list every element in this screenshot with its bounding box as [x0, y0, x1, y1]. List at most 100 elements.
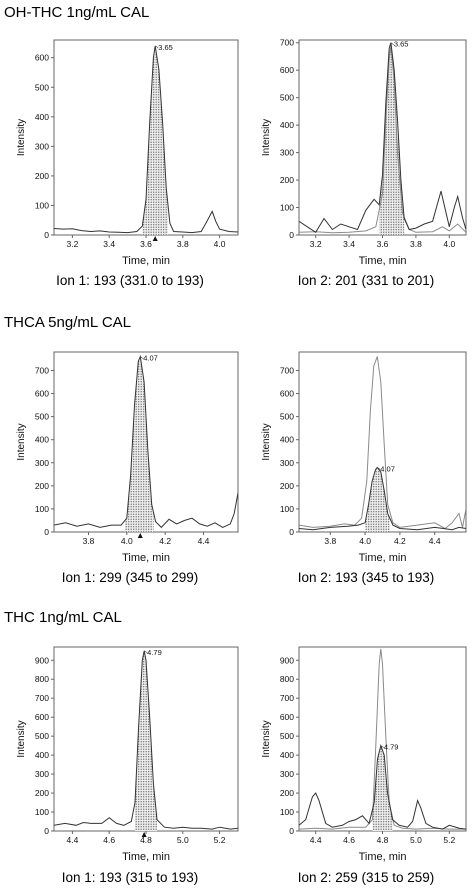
y-tick-label: 0 — [289, 230, 294, 240]
series-line-2 — [299, 648, 466, 830]
peak-rt-label: 4.07 — [143, 354, 158, 363]
x-tick-label: 4.0 — [121, 536, 133, 546]
y-tick-label: 300 — [280, 148, 294, 158]
y-axis-label: Intensity — [261, 720, 272, 757]
x-tick-label: 4.4 — [310, 835, 322, 845]
y-tick-label: 900 — [280, 655, 294, 665]
peak-rt-label: 3.65 — [394, 40, 409, 49]
x-axis-label: Time, min — [359, 552, 407, 564]
plot-area — [54, 354, 238, 532]
chart-oh-thc-ion2: 3.65 3.2 3.4 3.6 3.8 4.0 0 100 200 300 400 500 600 70… — [255, 36, 470, 271]
x-axis-label: Time, min — [122, 255, 170, 267]
x-tick-label: 4.0 — [214, 239, 226, 249]
caption-thc-ion2: Ion 2: 259 (315 to 259) — [297, 870, 435, 885]
peak-label-leader — [155, 45, 159, 49]
chart-thc-ion1: 4.79 4.4 4.6 4.8 5.0 5.2 0 100 200 300 400 500 600 70… — [10, 643, 242, 867]
x-axis-label: Time, min — [359, 255, 407, 267]
y-tick-label: 600 — [280, 712, 294, 722]
y-tick-label: 600 — [35, 389, 49, 399]
peak-label-leader — [390, 42, 395, 45]
series-line-2 — [299, 356, 466, 530]
x-tick-label: 4.2 — [159, 536, 171, 546]
y-tick-label: 100 — [35, 504, 49, 514]
x-tick-label: 4.8 — [377, 835, 389, 845]
chart-oh-thc-ion1: 3.65 3.2 3.4 3.6 3.8 4.0 0 100 200 300 400 500 600 Ti… — [10, 36, 242, 271]
chromatogram-svg: 3.65 3.2 3.4 3.6 3.8 4.0 0 100 200 300 400 500 600 Ti… — [16, 39, 239, 267]
y-tick-label: 100 — [35, 200, 49, 210]
x-tick-label: 4.6 — [103, 835, 115, 845]
series-line-1 — [299, 466, 466, 531]
x-tick-label: 4.4 — [198, 536, 210, 546]
y-tick-label: 500 — [35, 731, 49, 741]
y-tick-label: 400 — [280, 435, 294, 445]
x-tick-label: 4.0 — [359, 536, 371, 546]
x-tick-label: 5.2 — [443, 835, 455, 845]
x-tick-label: 4.4 — [66, 835, 78, 845]
y-tick-label: 900 — [35, 655, 49, 665]
caption-thca-ion2: Ion 2: 193 (345 to 193) — [297, 570, 435, 585]
y-tick-label: 400 — [35, 750, 49, 760]
peak-rt-label: 4.79 — [147, 648, 162, 657]
chart-thca-ion1: 4.07 3.8 4.0 4.2 4.4 0 100 200 300 400 500 600 700 Ti… — [10, 348, 242, 568]
y-tick-label: 300 — [35, 769, 49, 779]
x-tick-label: 4.8 — [140, 835, 152, 845]
y-tick-label: 500 — [35, 82, 49, 92]
caption-thc-ion1: Ion 1: 193 (315 to 193) — [61, 870, 199, 885]
section-title-oh-thc: OH-THC 1ng/mL CAL — [4, 4, 150, 21]
y-tick-label: 700 — [280, 693, 294, 703]
y-tick-label: 400 — [280, 750, 294, 760]
peak-label-leader — [380, 745, 384, 748]
peak-marker-arrow — [152, 236, 158, 241]
y-tick-label: 600 — [280, 389, 294, 399]
chromatogram-svg: 4.79 4.4 4.6 4.8 5.0 5.2 0 100 200 300 400 500 600 70… — [16, 646, 239, 863]
y-axis-label: Intensity — [261, 119, 272, 156]
y-tick-label: 100 — [280, 504, 294, 514]
x-axis-label: Time, min — [122, 851, 170, 863]
y-axis-label: Intensity — [16, 423, 27, 460]
peak-label-leader — [140, 356, 144, 359]
y-tick-label: 0 — [44, 826, 49, 836]
chromatogram-svg: 4.79 4.4 4.6 4.8 5.0 5.2 0 100 200 300 400 500 600 70… — [261, 646, 467, 863]
x-tick-label: 3.8 — [410, 239, 422, 249]
series-line-1 — [54, 45, 238, 234]
y-tick-label: 800 — [280, 674, 294, 684]
y-tick-label: 300 — [35, 458, 49, 468]
x-axis-label: Time, min — [122, 552, 170, 564]
x-tick-label: 3.8 — [83, 536, 95, 546]
integrated-peak-area — [142, 45, 169, 235]
chart-thca-ion2: 4.07 3.8 4.0 4.2 4.4 0 100 200 300 400 500 600 700 Ti… — [255, 348, 470, 568]
chart-thc-ion2: 4.79 4.4 4.6 4.8 5.0 5.2 0 100 200 300 400 500 600 70… — [255, 643, 470, 867]
y-tick-label: 700 — [280, 38, 294, 48]
y-tick-label: 600 — [35, 712, 49, 722]
x-tick-label: 3.8 — [324, 536, 336, 546]
section-title-thca: THCA 5ng/mL CAL — [4, 314, 131, 331]
y-tick-label: 700 — [35, 693, 49, 703]
x-tick-label: 3.8 — [177, 239, 189, 249]
y-tick-label: 600 — [35, 53, 49, 63]
y-tick-label: 200 — [35, 788, 49, 798]
x-axis-label: Time, min — [359, 851, 407, 863]
x-tick-label: 5.2 — [214, 835, 226, 845]
plot-area — [299, 356, 466, 532]
caption-oh-thc-ion2: Ion 2: 201 (331 to 201) — [297, 273, 435, 288]
peak-label-leader — [377, 467, 381, 470]
x-tick-label: 3.4 — [103, 239, 115, 249]
caption-thca-ion1: Ion 1: 299 (345 to 299) — [61, 570, 199, 585]
y-tick-label: 200 — [280, 481, 294, 491]
peak-marker-arrow — [137, 533, 143, 538]
peak-rt-label: 4.79 — [384, 743, 399, 752]
y-tick-label: 700 — [280, 365, 294, 375]
chromatogram-svg: 4.07 3.8 4.0 4.2 4.4 0 100 200 300 400 500 600 700 Ti… — [16, 351, 239, 564]
peak-marker-arrow — [141, 832, 147, 837]
y-tick-label: 500 — [280, 93, 294, 103]
y-tick-label: 200 — [280, 175, 294, 185]
integrated-peak-area — [365, 467, 390, 532]
y-tick-label: 200 — [35, 481, 49, 491]
y-axis-label: Intensity — [261, 423, 272, 460]
integrated-peak-area — [372, 745, 393, 831]
y-tick-label: 0 — [289, 826, 294, 836]
section-title-thc: THC 1ng/mL CAL — [4, 609, 122, 626]
y-tick-label: 400 — [35, 112, 49, 122]
x-tick-label: 3.2 — [66, 239, 78, 249]
chromatogram-svg: 3.65 3.2 3.4 3.6 3.8 4.0 0 100 200 300 400 500 600 70… — [261, 38, 467, 267]
